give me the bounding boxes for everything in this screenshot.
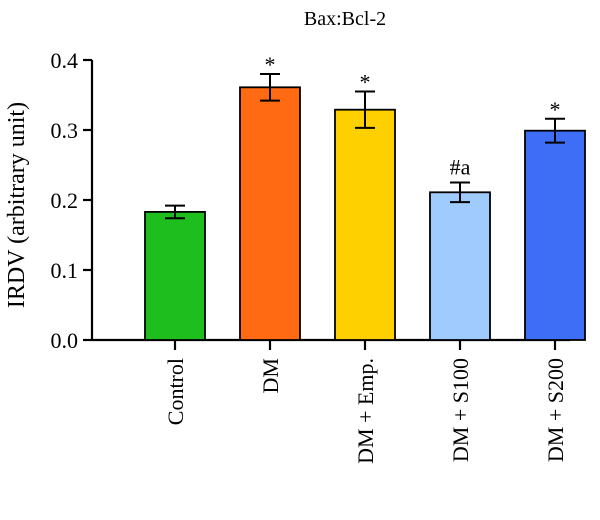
error-bar <box>450 181 470 204</box>
x-tick-label: DM + Emp. <box>353 358 378 464</box>
error-bar <box>165 204 185 220</box>
error-bar <box>260 73 280 102</box>
bar-control <box>144 210 206 341</box>
significance-label: * <box>360 70 371 95</box>
x-tick-label: Control <box>163 358 188 425</box>
bar-dm-s100 <box>429 191 491 341</box>
y-axis-label: IRDV (arbitrary unit) <box>4 102 30 308</box>
bar-dm <box>239 86 301 341</box>
error-bar <box>545 117 565 144</box>
chart-title: Bax:Bcl-2 <box>304 8 386 30</box>
x-axis: Control DM DM + Emp. DM + S100 DM + S200 <box>92 338 570 464</box>
y-tick-label: 0.1 <box>51 258 79 283</box>
significance-label: #a <box>450 155 471 180</box>
bar-dm-s200 <box>524 129 586 341</box>
x-tick-label: DM + S200 <box>543 358 568 462</box>
significance-label: * <box>550 97 561 122</box>
y-tick-label: 0.0 <box>51 328 79 353</box>
y-axis: 0.0 0.1 0.2 0.3 0.4 <box>51 48 94 353</box>
x-tick-label: DM + S100 <box>448 358 473 462</box>
significance-label: * <box>265 52 276 77</box>
y-tick-label: 0.3 <box>51 118 79 143</box>
y-tick-label: 0.2 <box>51 188 79 213</box>
x-tick-label: DM <box>258 358 283 393</box>
bar-dm-emp <box>334 108 396 341</box>
y-tick-label: 0.4 <box>51 48 79 73</box>
bars-group: * * #a * <box>144 52 586 341</box>
error-bar <box>355 90 375 129</box>
